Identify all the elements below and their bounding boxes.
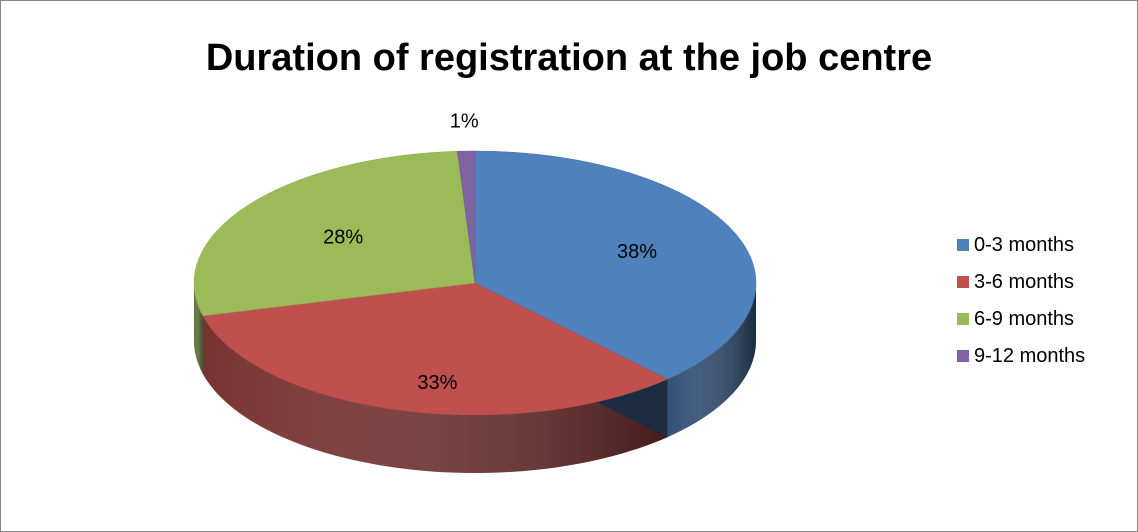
pie-slice-side-shade	[667, 283, 756, 438]
legend-item: 6-9 months	[957, 305, 1085, 333]
legend-item: 0-3 months	[957, 231, 1085, 259]
legend-swatch	[957, 350, 969, 362]
data-label: 28%	[323, 226, 363, 248]
pie-labels: 38% 33% 28% 1%	[323, 110, 657, 394]
data-label: 33%	[417, 372, 457, 394]
legend-swatch	[957, 239, 969, 251]
legend-label: 9-12 months	[974, 344, 1086, 367]
pie-slice-side-shade	[194, 283, 203, 374]
legend-item: 9-12 months	[957, 342, 1085, 370]
legend-label: 6-9 months	[974, 307, 1075, 330]
legend: 0-3 months 3-6 months 6-9 months 9-12 mo…	[957, 231, 1085, 379]
data-label: 1%	[450, 110, 479, 132]
pie-slice	[457, 150, 476, 284]
legend-label: 3-6 months	[974, 270, 1075, 293]
legend-swatch	[957, 313, 969, 325]
legend-item: 3-6 months	[957, 268, 1085, 296]
legend-label: 0-3 months	[974, 233, 1075, 256]
data-label: 38%	[617, 241, 657, 263]
pie-slice-side-shade	[202, 315, 668, 473]
pie-slice	[193, 151, 476, 317]
pie-slice	[474, 150, 757, 380]
pie-slice	[202, 282, 668, 416]
legend-swatch	[957, 276, 969, 288]
pie-tops	[193, 150, 757, 416]
chart-title: Duration of registration at the job cent…	[205, 37, 933, 79]
